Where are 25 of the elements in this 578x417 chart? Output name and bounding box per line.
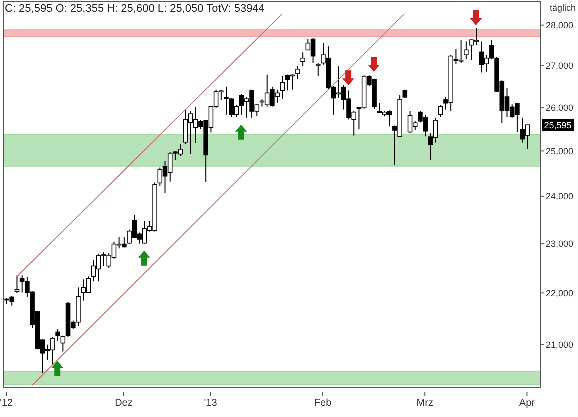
y-tick-label: 28,000 xyxy=(546,20,574,31)
candlestick xyxy=(300,52,306,68)
candlestick xyxy=(280,76,286,100)
candlestick xyxy=(316,62,321,77)
x-tick-label: Feb xyxy=(314,398,332,409)
y-tick-label: 25,000 xyxy=(546,146,574,156)
chart-title: C: 25,595 O: 25,355 H: 25,600 L: 25,050 TotV: 53944 xyxy=(5,3,265,15)
y-tick-label: 26,000 xyxy=(546,102,574,113)
x-tick-label: Dez xyxy=(115,398,133,409)
candlestick xyxy=(60,335,66,352)
x-tick-label: Apr xyxy=(519,398,536,409)
x-tick-label: '13 xyxy=(204,398,218,409)
y-tick-label: 21,000 xyxy=(546,340,574,350)
candlestick xyxy=(438,104,444,118)
y-tick-label: 23,000 xyxy=(546,239,574,250)
x-tick-label: Mrz xyxy=(416,398,434,409)
x-tick-label: '12 xyxy=(0,398,14,409)
candlestick xyxy=(464,41,469,60)
y-tick-label: 24,000 xyxy=(546,192,574,202)
y-tick-label: 22,000 xyxy=(546,288,574,298)
annotation: 25,595 xyxy=(544,120,572,131)
candlestick xyxy=(296,66,300,80)
y-tick-label: 27,000 xyxy=(546,60,574,71)
text: täglich xyxy=(550,3,576,13)
candlestick xyxy=(56,328,60,342)
